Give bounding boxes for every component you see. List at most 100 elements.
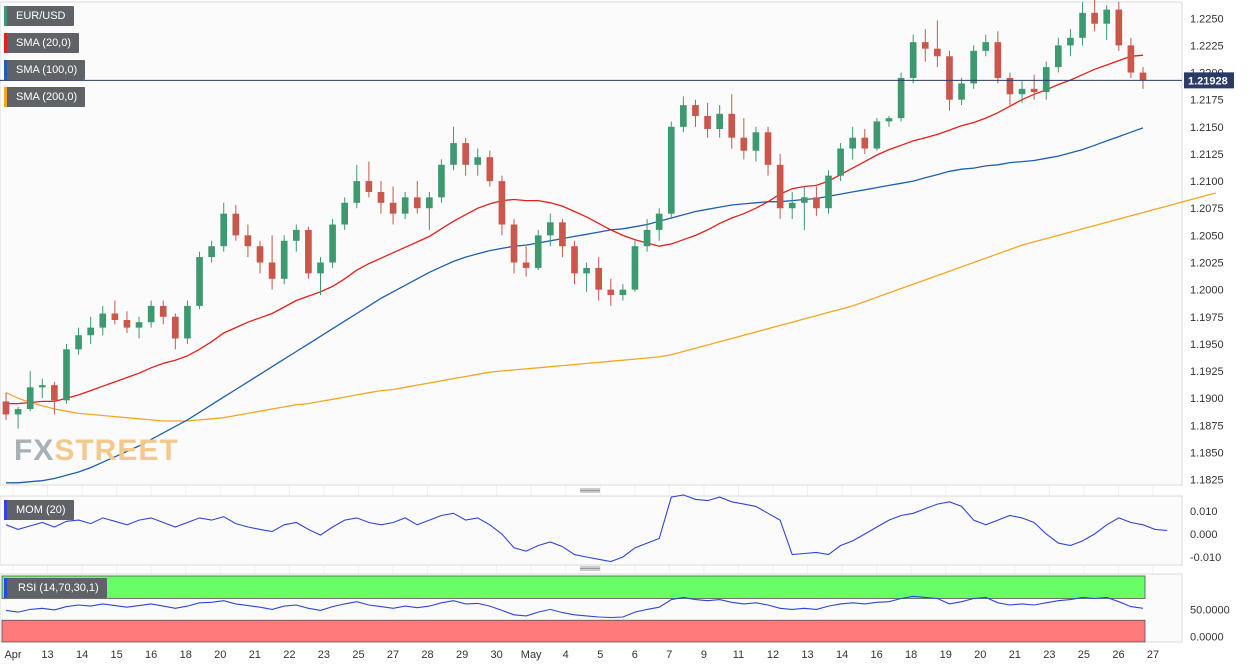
mom-tick-label: 0.010 — [1190, 506, 1218, 518]
candle-down — [1139, 67, 1147, 89]
candle-up — [680, 96, 687, 133]
candle-down — [595, 257, 603, 301]
candle-up — [885, 115, 893, 127]
candle-down — [861, 128, 869, 154]
mom-tag[interactable]: MOM (20) — [4, 500, 74, 520]
pane-splitter-momentum[interactable] — [580, 488, 600, 493]
candle-body — [1006, 77, 1014, 95]
candle-body — [353, 181, 361, 203]
candle-down — [994, 31, 1002, 84]
sma200-tag[interactable]: SMA (200,0) — [4, 87, 86, 107]
candle-body — [438, 164, 445, 198]
candle-down — [498, 175, 506, 236]
candle-up — [982, 34, 990, 57]
candle-body — [135, 322, 143, 328]
sma100-tag[interactable]: SMA (100,0) — [4, 60, 86, 80]
candle-body — [1030, 88, 1038, 93]
candle-body — [63, 349, 70, 401]
mom-tick-label: 0.000 — [1190, 529, 1218, 541]
candle-body — [909, 42, 917, 78]
candle-body — [1042, 67, 1050, 93]
candle-body — [1079, 12, 1086, 38]
candle-body — [861, 137, 869, 149]
candle-up — [450, 126, 457, 171]
candle-body — [208, 246, 215, 258]
candle-down — [1091, 0, 1098, 32]
time-tick-label: 14 — [76, 649, 88, 661]
time-tick-label: 7 — [666, 649, 672, 661]
candle-body — [159, 305, 167, 317]
candle-body — [982, 42, 990, 51]
candle-body — [776, 164, 784, 209]
time-tick-label: 12 — [767, 649, 779, 661]
candle-up — [401, 191, 409, 220]
candle-body — [426, 197, 433, 209]
candle-down — [607, 278, 615, 306]
rsi-tag[interactable]: RSI (14,70,30,1) — [4, 578, 107, 598]
candle-up — [849, 126, 857, 160]
candle-body — [546, 222, 554, 236]
candle-body — [14, 409, 22, 415]
candle-up — [752, 126, 760, 162]
time-tick-label: 5 — [597, 649, 603, 661]
candle-up — [1055, 37, 1062, 73]
time-tick-label: 16 — [871, 649, 883, 661]
candle-up — [147, 300, 155, 328]
candle-body — [1067, 37, 1074, 46]
candle-body — [75, 335, 82, 350]
candle-body — [692, 105, 699, 116]
time-tick-label: 23 — [318, 649, 330, 661]
candle-down — [244, 224, 252, 258]
sma20-tag[interactable]: SMA (20,0) — [4, 33, 80, 53]
price-tick-label: 1.2225 — [1190, 40, 1224, 52]
candle-body — [99, 313, 107, 328]
time-tick-label: Apr — [4, 649, 21, 661]
candle-body — [317, 262, 324, 274]
time-tick-label: 30 — [491, 649, 503, 661]
candle-body — [38, 385, 46, 388]
axis-layer: 1.22501.22251.22001.21751.21501.21251.21… — [0, 13, 1234, 661]
symbol-label: EUR/USD — [16, 10, 66, 22]
candle-body — [292, 229, 300, 241]
candle-down — [111, 300, 119, 325]
candle-up — [909, 34, 917, 84]
rsi-tick-label: 0.0000 — [1190, 632, 1224, 644]
candle-down — [510, 219, 518, 274]
pane-splitter-rsi[interactable] — [580, 566, 600, 571]
sma200-color-swatch — [4, 87, 7, 107]
candle-body — [631, 246, 639, 290]
candle-down — [740, 118, 748, 160]
sma20-line — [6, 54, 1144, 405]
candle-down — [728, 94, 736, 149]
time-tick-label: 27 — [387, 649, 399, 661]
candle-down — [256, 240, 264, 274]
momentum-pane — [0, 495, 1183, 566]
symbol-tag[interactable]: EUR/USD — [4, 6, 74, 26]
candle-body — [752, 132, 760, 151]
candle-body — [837, 148, 844, 176]
candle-body — [329, 224, 336, 263]
candle-down — [123, 311, 131, 334]
sma-layer — [5, 54, 1216, 484]
sma200-label: SMA (200,0) — [16, 91, 78, 103]
candle-body — [389, 202, 397, 214]
candle-body — [825, 175, 832, 209]
rsi-line — [5, 595, 1144, 619]
candle-up — [196, 251, 203, 310]
symbol-color-swatch — [4, 6, 7, 26]
candle-body — [534, 235, 542, 268]
candle-up — [38, 378, 46, 399]
candle-down — [764, 126, 772, 176]
candle-down — [571, 240, 578, 285]
candle-body — [680, 105, 687, 127]
candle-up — [292, 224, 300, 252]
candle-up — [317, 257, 324, 296]
candle-down — [1127, 37, 1135, 78]
candle-up — [667, 121, 675, 220]
candle-up — [75, 327, 82, 355]
time-tick-label: 20 — [214, 649, 226, 661]
time-tick-label: 21 — [1009, 649, 1021, 661]
candle-up — [716, 105, 723, 138]
time-tick-label: 25 — [352, 649, 364, 661]
sma100-color-swatch — [4, 60, 7, 80]
